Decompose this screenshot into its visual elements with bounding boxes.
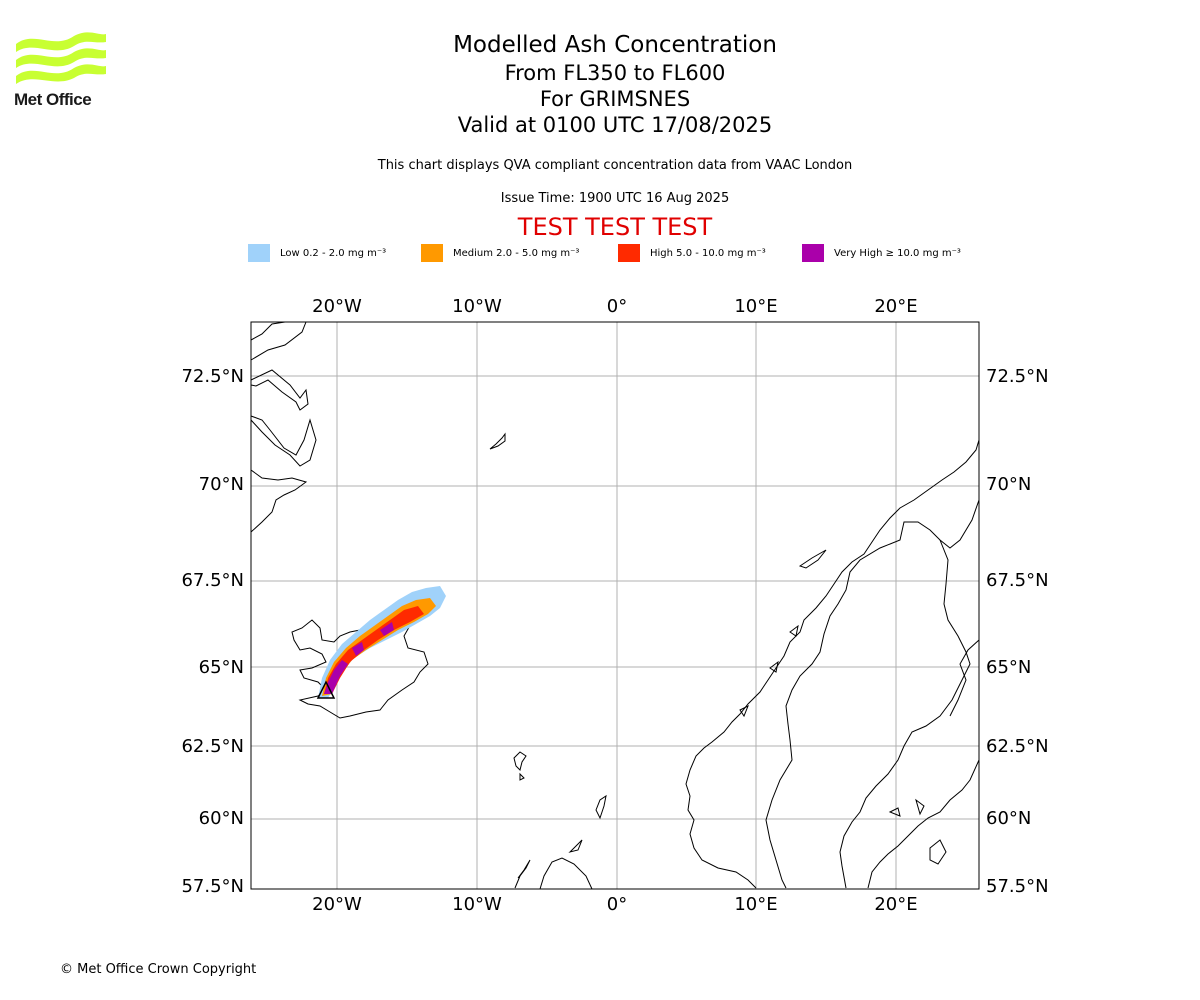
lon-tick-label: 10°E — [734, 296, 777, 317]
lon-tick-label: 10°E — [734, 894, 777, 915]
map-gridlines — [251, 322, 979, 889]
lon-tick-label: 20°E — [874, 894, 917, 915]
lat-tick-label: 62.5°N — [986, 736, 1049, 757]
legend-label: Low 0.2 - 2.0 mg m⁻³ — [280, 247, 387, 259]
legend-label: High 5.0 - 10.0 mg m⁻³ — [650, 247, 766, 259]
met-office-logo: Met Office — [14, 30, 110, 114]
lat-tick-label: 67.5°N — [181, 570, 244, 591]
legend-swatch — [421, 244, 443, 262]
test-banner: TEST TEST TEST — [517, 213, 713, 241]
ash-plume — [318, 586, 446, 698]
legend-item-medium: Medium 2.0 - 5.0 mg m⁻³ — [421, 244, 579, 262]
compliance-note: This chart displays QVA compliant concen… — [377, 158, 853, 173]
logo-wordmark: Met Office — [14, 90, 92, 109]
lat-tick-label: 67.5°N — [986, 570, 1049, 591]
lat-tick-label: 70°N — [986, 474, 1031, 495]
legend-swatch — [802, 244, 824, 262]
lon-tick-label: 10°W — [452, 296, 502, 317]
legend-item-low: Low 0.2 - 2.0 mg m⁻³ — [248, 244, 386, 262]
flight-levels: From FL350 to FL600 — [504, 61, 726, 85]
issue-time: Issue Time: 1900 UTC 16 Aug 2025 — [500, 191, 730, 206]
legend-label: Medium 2.0 - 5.0 mg m⁻³ — [453, 247, 580, 259]
lat-tick-label: 60°N — [199, 808, 244, 829]
coastlines — [250, 321, 980, 890]
lon-tick-label: 20°W — [312, 296, 362, 317]
lat-tick-label: 60°N — [986, 808, 1031, 829]
volcano-name: For GRIMSNES — [539, 87, 691, 111]
ash-area-high — [324, 606, 424, 694]
lat-labels-right: 72.5°N 70°N 67.5°N 65°N 62.5°N 60°N 57.5… — [986, 366, 1049, 897]
lon-tick-label: 0° — [607, 894, 627, 915]
legend: Low 0.2 - 2.0 mg m⁻³ Medium 2.0 - 5.0 mg… — [248, 244, 1008, 264]
legend-label: Very High ≥ 10.0 mg m⁻³ — [834, 247, 961, 259]
lon-tick-label: 0° — [607, 296, 627, 317]
met-office-wave-icon — [16, 32, 106, 84]
lon-tick-label: 20°W — [312, 894, 362, 915]
legend-item-high: High 5.0 - 10.0 mg m⁻³ — [618, 244, 766, 262]
lat-tick-label: 57.5°N — [986, 876, 1049, 897]
lon-tick-label: 10°W — [452, 894, 502, 915]
copyright: © Met Office Crown Copyright — [60, 962, 257, 977]
lon-labels-bottom: 20°W 10°W 0° 10°E 20°E — [312, 894, 917, 915]
legend-swatch — [618, 244, 640, 262]
lat-tick-label: 57.5°N — [181, 876, 244, 897]
lat-labels-left: 72.5°N 70°N 67.5°N 65°N 62.5°N 60°N 57.5… — [181, 366, 244, 897]
chart-title: Modelled Ash Concentration — [453, 32, 777, 58]
ash-area-medium — [322, 598, 436, 696]
lat-tick-label: 65°N — [986, 657, 1031, 678]
lat-tick-label: 72.5°N — [986, 366, 1049, 387]
lat-tick-label: 70°N — [199, 474, 244, 495]
legend-swatch — [248, 244, 270, 262]
ash-area-very-high — [324, 622, 394, 694]
lat-tick-label: 72.5°N — [181, 366, 244, 387]
volcano-triangle-icon — [316, 680, 336, 699]
lon-labels-top: 20°W 10°W 0° 10°E 20°E — [312, 296, 917, 317]
ash-area-low — [318, 586, 446, 698]
chart-titles: Modelled Ash Concentration From FL350 to… — [315, 30, 915, 138]
lat-tick-label: 62.5°N — [181, 736, 244, 757]
valid-time: Valid at 0100 UTC 17/08/2025 — [457, 113, 773, 137]
legend-item-very-high: Very High ≥ 10.0 mg m⁻³ — [802, 244, 961, 262]
map-frame — [250, 321, 980, 890]
lat-tick-label: 65°N — [199, 657, 244, 678]
lon-tick-label: 20°E — [874, 296, 917, 317]
